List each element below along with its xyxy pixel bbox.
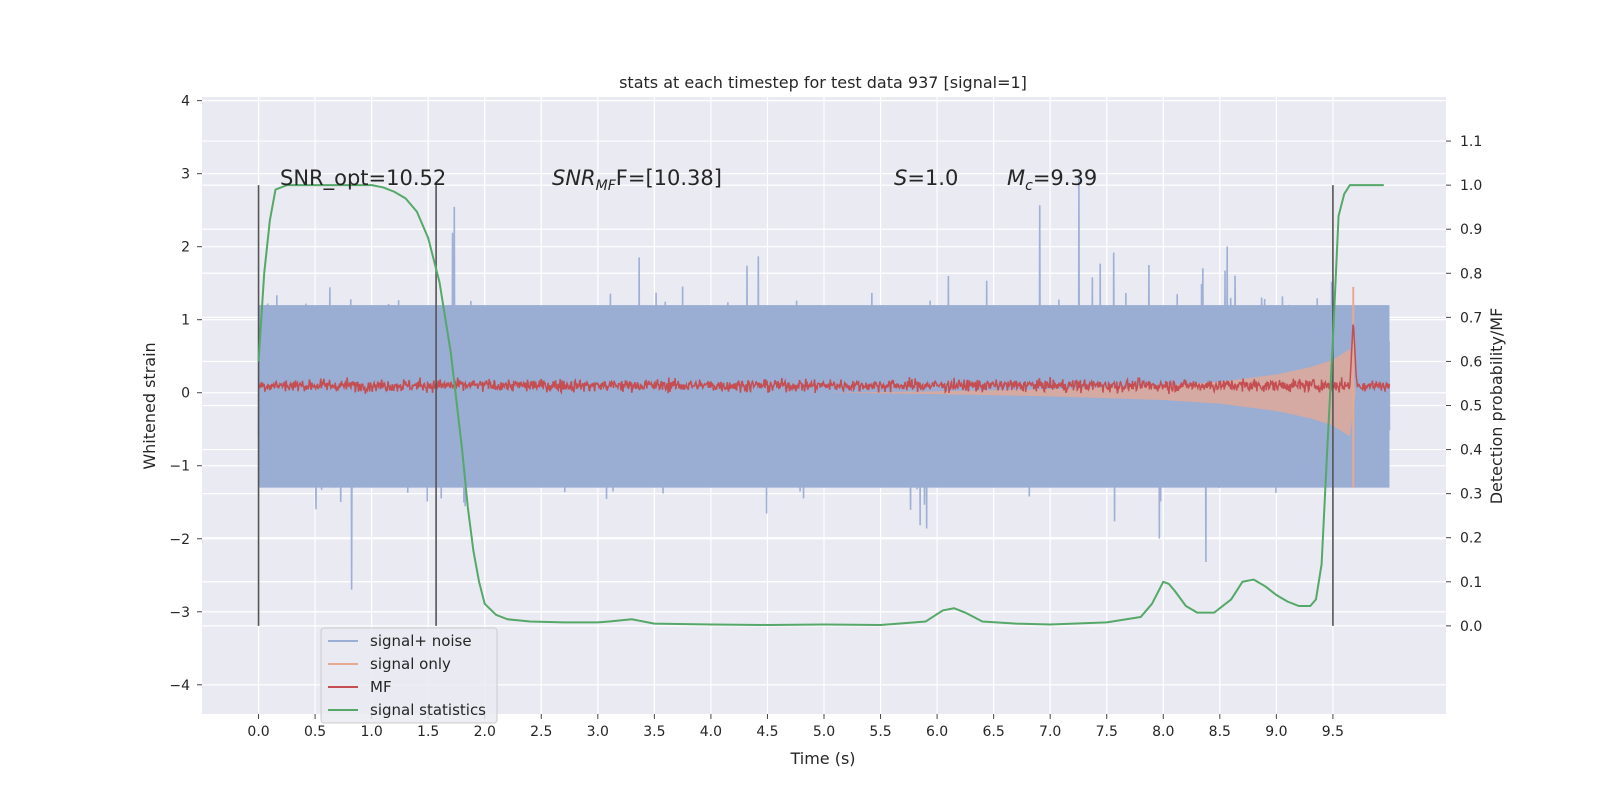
mc-annotation-subscript: c: [1025, 178, 1033, 194]
y-right-tick-label-7: 0.7: [1460, 310, 1482, 326]
legend: signal+ noise signal only MF signal stat…: [320, 627, 498, 724]
y-right-tick-label-9: 0.9: [1460, 222, 1482, 238]
series-signal-statistics: [257, 184, 1384, 626]
y-axis-label-right: Detection probability/MF: [1487, 308, 1506, 505]
x-tick-label-0: 0.0: [247, 724, 269, 740]
x-tick-label-4: 2.0: [474, 724, 496, 740]
annotations: SNR_opt=10.52 SNRMFF=[10.38] S=1.0 Mc=9.…: [280, 166, 1097, 194]
x-tick-label-2: 1.0: [361, 724, 383, 740]
x-axis-label: Time (s): [789, 749, 855, 768]
mc-annotation-value: =9.39: [1033, 166, 1097, 190]
x-tick-label-18: 9.0: [1265, 724, 1287, 740]
x-tick-label-9: 4.5: [756, 724, 778, 740]
y-right-tick-label-5: 0.5: [1460, 399, 1482, 415]
y-left-tick-label-2: −2: [169, 532, 190, 548]
snr-opt-annotation: SNR_opt=10.52: [280, 166, 446, 191]
plot-content: [257, 178, 1391, 626]
mc-annotation-label: M: [1007, 166, 1025, 190]
y-right-tick-label-3: 0.3: [1460, 487, 1482, 503]
chart-title: stats at each timestep for test data 937…: [619, 73, 1027, 92]
x-tick-label-13: 6.5: [983, 724, 1005, 740]
s-annotation: S=1.0: [894, 166, 958, 190]
y-right-tick-label-11: 1.1: [1460, 134, 1482, 150]
legend-box: [320, 627, 498, 724]
snr-mf-prefix: SNR: [552, 166, 596, 190]
y-right-tick-label-1: 0.1: [1460, 575, 1482, 591]
y-right-tick-label-8: 0.8: [1460, 266, 1482, 282]
y-left-tick-label-4: 0: [181, 386, 190, 402]
snr-mf-annotation: SNRMFF=[10.38]: [552, 166, 722, 194]
y-left-tick-label-5: 1: [181, 313, 190, 329]
y-left-tick-label-6: 2: [181, 240, 190, 256]
legend-label-signal-statistics: signal statistics: [370, 701, 486, 719]
s-annotation-label: S: [894, 166, 907, 190]
y-left-tick-label-0: −4: [169, 678, 190, 694]
x-tick-label-17: 8.5: [1209, 724, 1231, 740]
y-right-tick-label-6: 0.6: [1460, 354, 1482, 370]
x-tick-label-15: 7.5: [1096, 724, 1118, 740]
x-tick-label-3: 1.5: [417, 724, 439, 740]
x-tick-label-7: 3.5: [643, 724, 665, 740]
y-left-tick-label-3: −1: [169, 459, 190, 475]
x-tick-label-19: 9.5: [1322, 724, 1344, 740]
x-tick-label-16: 8.0: [1152, 724, 1174, 740]
y-left-tick-label-1: −3: [169, 605, 190, 621]
x-tick-label-8: 4.0: [700, 724, 722, 740]
x-tick-label-14: 7.0: [1039, 724, 1061, 740]
x-tick-label-10: 5.0: [813, 724, 835, 740]
y-right-tick-label-4: 0.4: [1460, 443, 1482, 459]
legend-label-signal-only: signal only: [370, 655, 451, 673]
y-left-tick-label-7: 3: [181, 167, 190, 183]
mc-annotation: Mc=9.39: [1007, 166, 1097, 194]
y-left-tick-label-8: 4: [181, 94, 190, 110]
legend-label-signal-noise: signal+ noise: [370, 632, 472, 650]
x-tick-label-5: 2.5: [530, 724, 552, 740]
x-tick-label-1: 0.5: [304, 724, 326, 740]
s-annotation-value: =1.0: [907, 166, 958, 190]
y-right-tick-label-10: 1.0: [1460, 178, 1482, 194]
series-signal-only: [258, 348, 1390, 437]
y-right-tick-label-0: 0.0: [1460, 619, 1482, 635]
x-tick-label-11: 5.5: [869, 724, 891, 740]
snr-mf-suffix: F=[10.38]: [616, 166, 722, 190]
legend-label-mf: MF: [370, 678, 392, 696]
y-axis-label-left: Whitened strain: [140, 342, 159, 469]
series-mf: [258, 324, 1391, 395]
axes: 0.0 0.5 1.0 1.5 2.0 2.5 3.0 3.5 4.0 4.5 5.0 5.5 6.0 6…: [169, 94, 1482, 740]
y-right-tick-label-2: 0.2: [1460, 531, 1482, 547]
x-tick-label-12: 6.0: [926, 724, 948, 740]
snr-mf-subscript: MF: [596, 178, 617, 194]
x-tick-label-6: 3.0: [587, 724, 609, 740]
